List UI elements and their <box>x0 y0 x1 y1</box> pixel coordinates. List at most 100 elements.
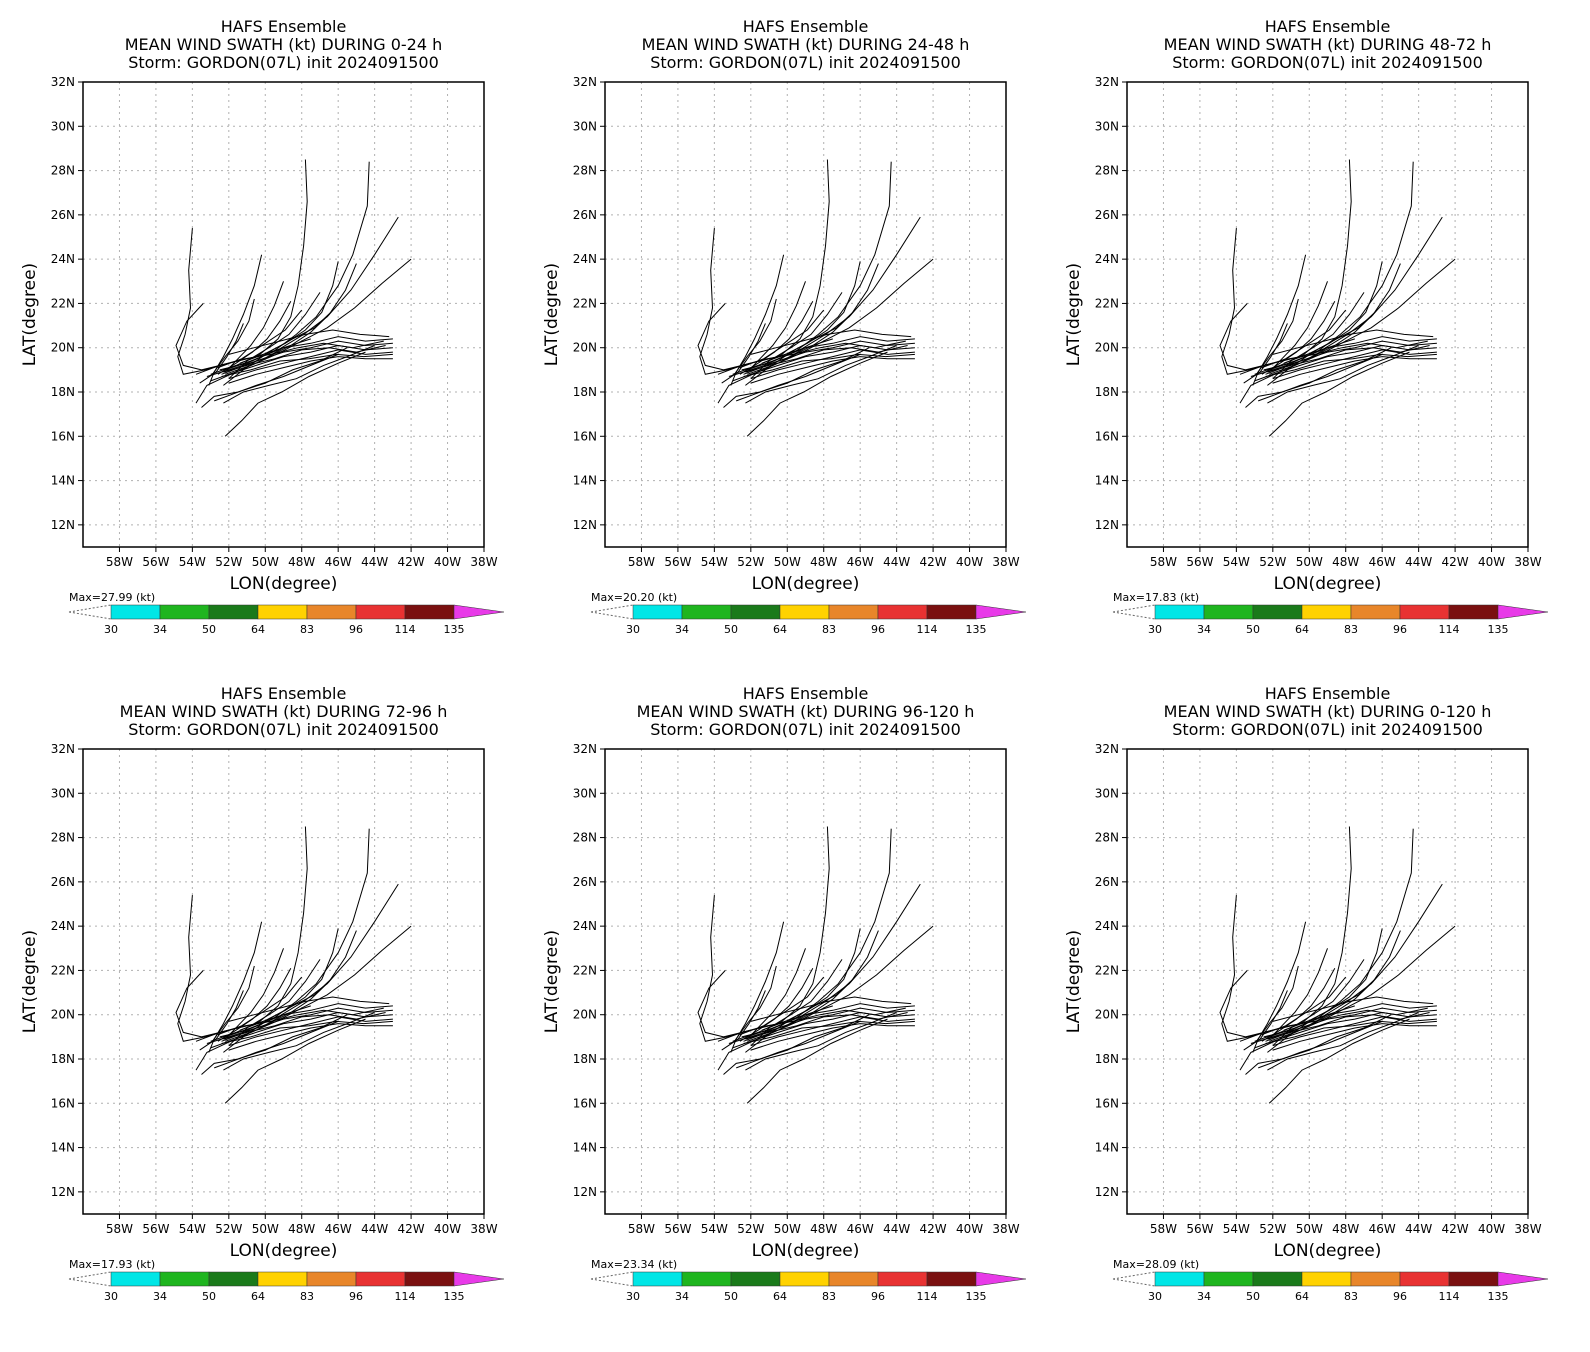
y-tick-label: 18N <box>573 1052 597 1066</box>
y-tick-label: 26N <box>573 875 597 889</box>
track-line <box>1239 1007 1428 1042</box>
colorbar-level-label: 50 <box>202 623 216 636</box>
colorbar-level-label: 83 <box>822 623 836 636</box>
colorbar-segment <box>632 1271 683 1287</box>
track-line <box>1250 340 1437 377</box>
x-tick-label: 58W <box>1150 555 1177 569</box>
track-line <box>1239 338 1355 404</box>
colorbar-segment <box>110 1271 161 1287</box>
y-tick-label: 26N <box>51 875 75 889</box>
track-line <box>1250 1007 1437 1044</box>
track-line <box>224 1018 366 1104</box>
panel-title: MEAN WIND SWATH (kt) DURING 24-48 h <box>642 35 970 54</box>
colorbar-level-label: 83 <box>822 1290 836 1303</box>
y-tick-label: 20N <box>1095 341 1119 355</box>
x-tick-label: 52W <box>1259 1222 1286 1236</box>
x-tick-label: 54W <box>1223 1222 1250 1236</box>
track-line <box>697 303 726 371</box>
y-tick-label: 28N <box>1095 164 1119 178</box>
colorbar-segment <box>1203 604 1254 620</box>
panel-ensemble-label: HAFS Ensemble <box>743 17 869 36</box>
colorbar-segment <box>306 1271 357 1287</box>
track-line <box>195 1007 384 1042</box>
track-line <box>1263 161 1414 371</box>
x-tick-label: 44W <box>361 1222 388 1236</box>
colorbar-level-label: 64 <box>251 1290 265 1303</box>
track-line <box>219 161 370 371</box>
x-tick-label: 44W <box>361 555 388 569</box>
track-line <box>717 340 906 375</box>
x-tick-label: 42W <box>920 1222 947 1236</box>
y-tick-label: 30N <box>573 119 597 133</box>
track-line <box>741 161 892 371</box>
track-line <box>743 1020 915 1044</box>
y-tick-label: 12N <box>1095 1185 1119 1199</box>
colorbar-level-label: 114 <box>917 623 938 636</box>
track-line <box>228 1023 393 1051</box>
track-line <box>1255 298 1299 375</box>
panel-title: MEAN WIND SWATH (kt) DURING 96-120 h <box>637 702 975 721</box>
colorbar-segment <box>1399 604 1450 620</box>
colorbar-level-label: 50 <box>724 623 738 636</box>
x-tick-label: 54W <box>179 555 206 569</box>
plot-frame <box>604 748 1007 1215</box>
colorbar-level-label: 50 <box>1246 623 1260 636</box>
y-tick-label: 22N <box>51 963 75 977</box>
track-line <box>1272 959 1365 1047</box>
track-line <box>223 1012 386 1040</box>
track-line <box>1283 928 1383 1031</box>
colorbar-level-label: 96 <box>1393 1290 1407 1303</box>
track-line <box>1272 356 1437 384</box>
track-line <box>739 967 814 1042</box>
y-tick-label: 30N <box>1095 786 1119 800</box>
track-line <box>746 1018 888 1104</box>
x-tick-label: 56W <box>1186 1222 1213 1236</box>
panel-ensemble-label: HAFS Ensemble <box>743 684 869 703</box>
x-tick-label: 52W <box>737 1222 764 1236</box>
y-tick-label: 30N <box>1095 119 1119 133</box>
track-line <box>201 347 348 408</box>
track-line <box>721 323 766 384</box>
y-tick-label: 28N <box>51 831 75 845</box>
colorbar-level-label: 34 <box>1197 623 1211 636</box>
track-line <box>219 828 370 1038</box>
y-tick-label: 24N <box>573 919 597 933</box>
x-tick-label: 58W <box>628 1222 655 1236</box>
x-tick-label: 42W <box>398 555 425 569</box>
colorbar-segment <box>1350 604 1401 620</box>
x-tick-label: 48W <box>810 555 837 569</box>
colorbar-upper-extend <box>1497 1271 1549 1287</box>
track-line <box>199 990 244 1051</box>
track-line <box>750 1016 915 1047</box>
x-tick-label: 44W <box>883 1222 910 1236</box>
panel-storm-line: Storm: GORDON(07L) init 2024091500 <box>128 720 439 739</box>
y-tick-label: 22N <box>1095 296 1119 310</box>
track-line <box>717 1005 833 1071</box>
x-tick-label: 44W <box>883 555 910 569</box>
colorbar-segment <box>1252 604 1303 620</box>
x-tick-label: 50W <box>252 1222 279 1236</box>
y-axis-label: LAT(degree) <box>542 263 562 366</box>
y-tick-label: 26N <box>1095 208 1119 222</box>
colorbar-level-label: 114 <box>917 1290 938 1303</box>
colorbar-level-label: 83 <box>300 1290 314 1303</box>
x-tick-label: 48W <box>1332 1222 1359 1236</box>
track-line <box>239 261 339 364</box>
colorbar-segment <box>828 604 879 620</box>
y-tick-label: 28N <box>51 164 75 178</box>
x-axis-label: LON(degree) <box>1274 574 1382 594</box>
track-line <box>1243 990 1288 1051</box>
colorbar-segment <box>779 604 830 620</box>
colorbar-segment <box>1154 604 1205 620</box>
track-line <box>750 959 843 1047</box>
track-line <box>1265 263 1401 375</box>
track-line <box>223 345 386 373</box>
x-tick-label: 48W <box>288 1222 315 1236</box>
y-tick-label: 32N <box>573 742 597 756</box>
x-tick-label: 40W <box>956 555 983 569</box>
max-label: Max=23.34 (kt) <box>591 1258 677 1271</box>
